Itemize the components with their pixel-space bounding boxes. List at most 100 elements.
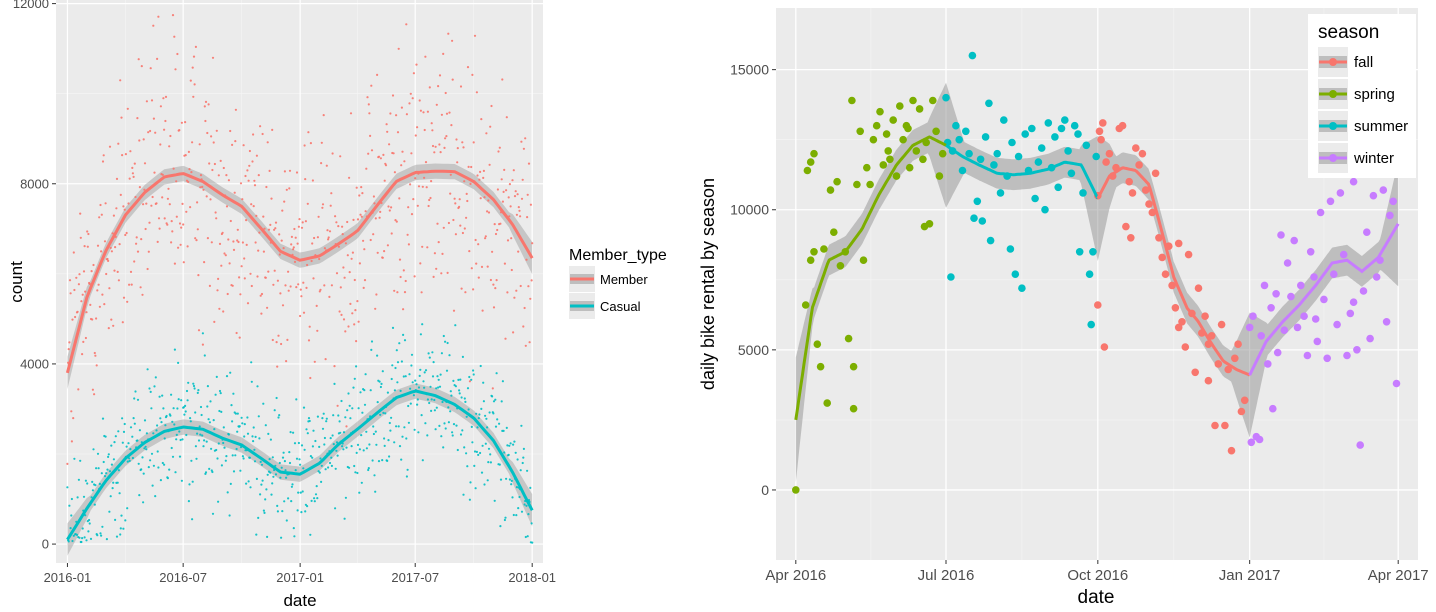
left-point-member — [362, 239, 365, 242]
right-point-summer — [1018, 284, 1026, 293]
left-point-member — [287, 289, 290, 292]
left-point-member — [309, 142, 312, 145]
left-point-casual — [185, 389, 189, 393]
left-point-casual — [176, 407, 179, 410]
left-point-member — [260, 292, 264, 296]
left-point-casual — [264, 424, 267, 427]
left-point-casual — [421, 459, 424, 462]
left-point-casual — [109, 495, 112, 498]
left-point-member — [519, 215, 522, 218]
left-point-casual — [201, 332, 204, 335]
left-point-member — [178, 129, 181, 132]
left-point-casual — [122, 430, 126, 433]
right-point-fall — [1097, 135, 1105, 144]
left-point-member — [307, 339, 311, 342]
left-point-casual — [208, 421, 211, 424]
left-point-casual — [273, 409, 276, 412]
left-point-casual — [243, 435, 246, 438]
left-point-casual — [197, 439, 201, 442]
left-point-member — [73, 288, 76, 292]
left-point-member — [190, 171, 193, 174]
left-point-member — [281, 304, 285, 307]
left-point-member — [159, 143, 162, 146]
left-point-casual — [234, 412, 237, 415]
left-point-casual — [402, 375, 405, 378]
left-point-casual — [314, 493, 318, 496]
left-point-member — [100, 250, 103, 253]
left-point-casual — [391, 364, 394, 367]
left-point-casual — [461, 429, 464, 432]
left-point-member — [482, 176, 485, 179]
right-point-summer — [976, 155, 985, 164]
left-point-casual — [72, 534, 75, 537]
right-point-fall — [1151, 169, 1160, 178]
left-point-member — [463, 227, 466, 230]
left-point-casual — [443, 422, 446, 425]
left-point-casual — [70, 497, 73, 501]
left-point-casual — [510, 479, 513, 482]
left-point-member — [358, 194, 361, 197]
left-point-member — [305, 286, 308, 289]
right-point-winter — [1346, 309, 1355, 318]
left-point-member — [215, 217, 218, 220]
left-point-casual — [212, 419, 215, 422]
left-point-casual — [471, 441, 474, 444]
left-point-member — [107, 327, 110, 330]
left-point-casual — [108, 510, 111, 513]
left-point-member — [199, 174, 203, 177]
left-point-member — [86, 230, 89, 233]
left-point-member — [363, 248, 366, 251]
left-point-casual — [492, 412, 495, 415]
left-point-member — [99, 203, 102, 207]
left-point-casual — [132, 417, 135, 420]
left-point-casual — [451, 431, 454, 434]
left-point-casual — [294, 469, 297, 472]
left-point-casual — [506, 444, 509, 447]
left-point-casual — [358, 491, 361, 494]
left-point-casual — [398, 445, 402, 448]
right-point-spring — [886, 155, 894, 164]
left-point-casual — [426, 434, 429, 437]
left-point-casual — [330, 464, 333, 467]
left-point-member — [85, 311, 88, 314]
left-point-member — [510, 268, 513, 272]
left-point-member — [71, 318, 74, 321]
left-point-casual — [409, 387, 412, 390]
left-point-member — [491, 387, 494, 390]
left-point-member — [431, 129, 434, 132]
left-point-casual — [114, 518, 117, 522]
left-point-casual — [129, 448, 132, 451]
left-point-member — [145, 100, 148, 103]
right-point-winter — [1379, 186, 1388, 194]
left-point-casual — [512, 513, 515, 517]
left-point-member — [477, 243, 480, 246]
left-point-casual — [485, 417, 488, 420]
left-point-member — [222, 310, 225, 313]
left-trend-lines — [65, 169, 534, 541]
left-point-casual — [487, 461, 490, 464]
left-point-member — [112, 324, 115, 327]
left-point-member — [255, 154, 258, 157]
left-point-casual — [400, 458, 403, 461]
left-point-casual — [488, 411, 491, 414]
left-point-member — [242, 144, 245, 147]
left-point-member — [304, 220, 307, 223]
left-point-casual — [154, 495, 157, 498]
left-point-casual — [344, 416, 347, 419]
left-point-member — [411, 97, 414, 100]
right-point-fall — [1201, 312, 1209, 321]
left-point-casual — [349, 417, 352, 420]
left-point-member — [159, 105, 162, 108]
left-point-casual — [285, 519, 288, 522]
left-point-member — [313, 236, 316, 240]
left-point-member — [387, 205, 390, 208]
right-point-summer — [1087, 320, 1095, 329]
left-point-casual — [428, 401, 431, 405]
left-point-member — [476, 174, 479, 177]
left-point-member — [530, 279, 533, 282]
left-point-member — [440, 113, 443, 116]
right-y-tick-label: 15000 — [730, 62, 769, 78]
left-point-casual — [191, 480, 194, 483]
left-point-member — [502, 190, 505, 193]
left-point-casual — [299, 463, 302, 466]
